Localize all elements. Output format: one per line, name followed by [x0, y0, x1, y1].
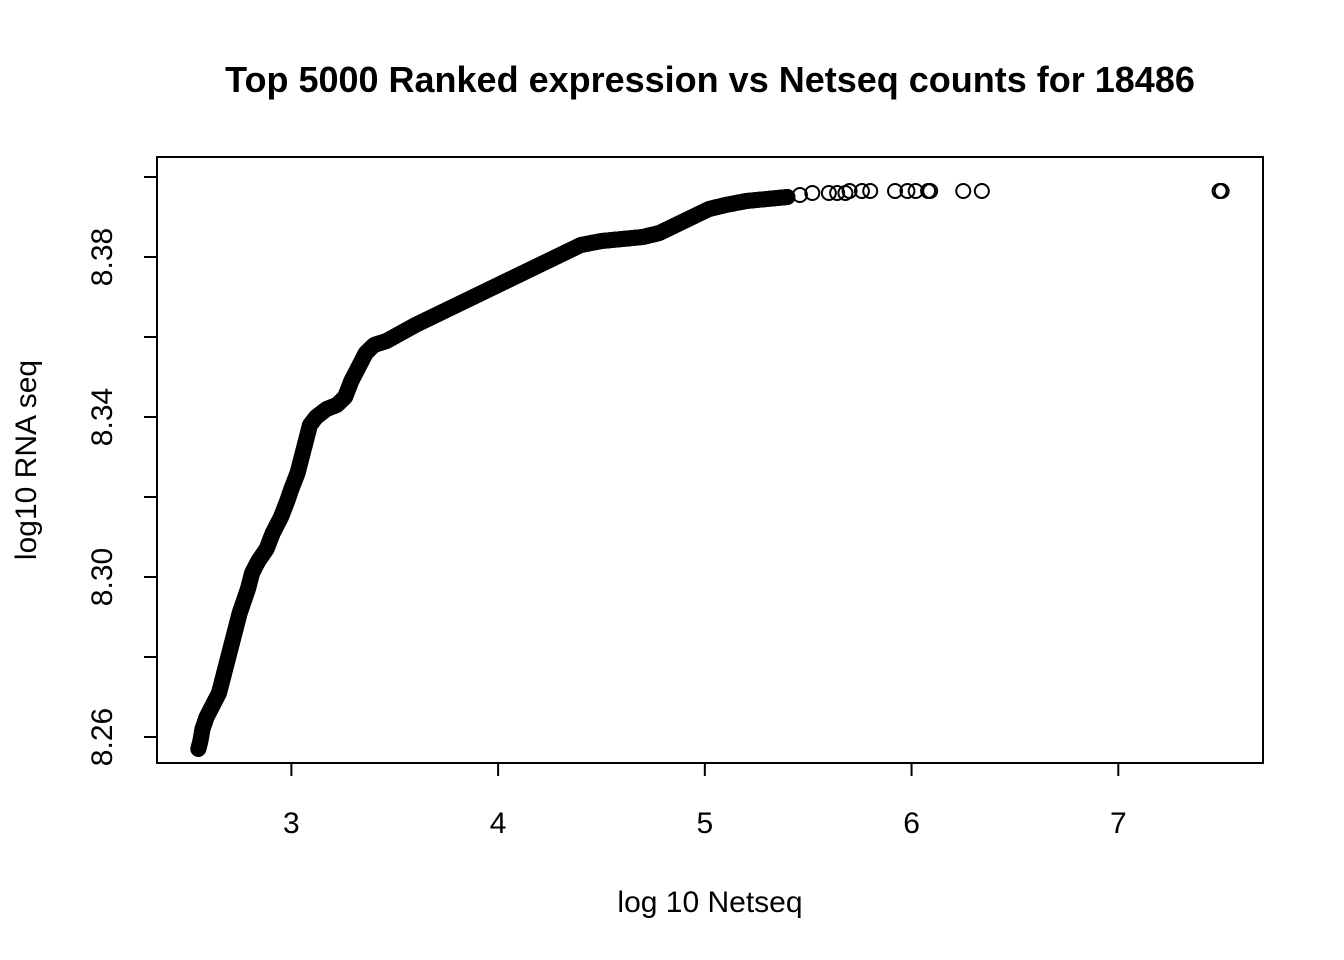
data-point: [899, 183, 916, 199]
x-tick-label: 5: [696, 807, 713, 840]
x-axis: 3 4 5 6 7: [283, 763, 1127, 840]
data-point: [862, 183, 879, 199]
y-tick-label: 8.34: [86, 388, 119, 446]
x-tick-label: 4: [490, 807, 507, 840]
x-tick-label: 7: [1110, 807, 1127, 840]
data-point: [841, 183, 858, 199]
y-axis: 8.26 8.30 8.34 8.38: [86, 176, 157, 766]
y-tick-label: 8.30: [86, 548, 119, 606]
data-points: [190, 183, 1230, 757]
x-tick-label: 3: [283, 807, 300, 840]
data-point: [820, 185, 837, 201]
data-point: [779, 189, 796, 205]
data-point: [804, 185, 821, 201]
plot-frame: [156, 156, 1264, 764]
data-point: [853, 183, 870, 199]
x-axis-label: log 10 Netseq: [617, 886, 802, 919]
data-point: [829, 185, 846, 201]
data-point: [955, 183, 972, 199]
data-point: [887, 183, 904, 199]
data-point: [922, 183, 939, 199]
data-point: [791, 187, 808, 203]
x-tick-label: 6: [903, 807, 920, 840]
data-point: [973, 183, 990, 199]
data-point: [1213, 183, 1230, 199]
chart-title: Top 5000 Ranked expression vs Netseq cou…: [225, 59, 1195, 100]
y-axis-label: log10 RNA seq: [10, 360, 43, 560]
y-tick-label: 8.38: [86, 228, 119, 286]
y-tick-label: 8.26: [86, 708, 119, 766]
